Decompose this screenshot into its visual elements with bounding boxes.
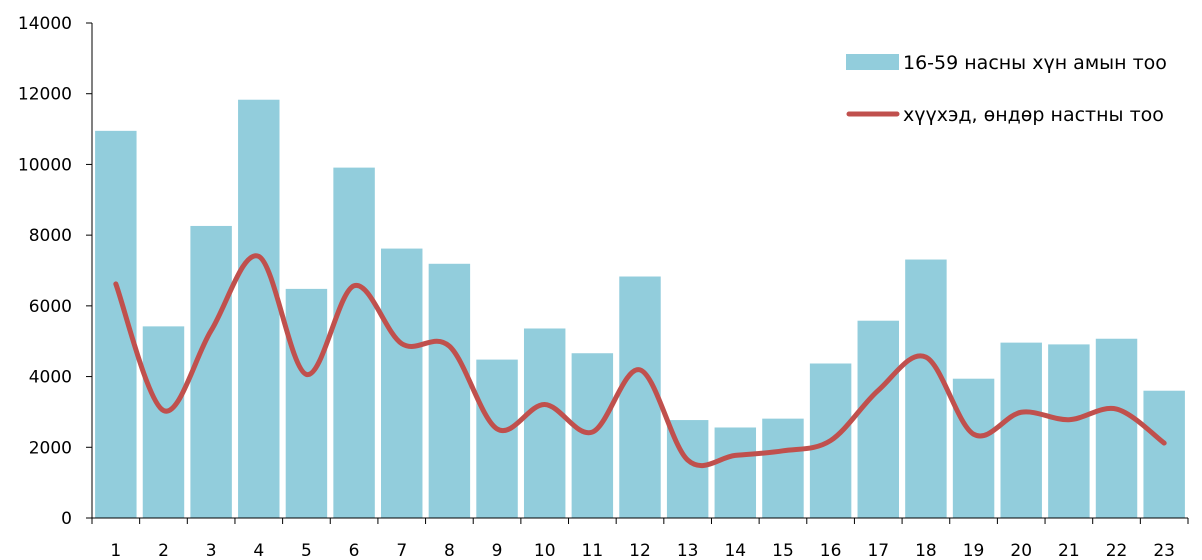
bar [1048,344,1090,518]
bar [238,99,280,518]
bar [905,259,947,518]
x-tick-label: 5 [301,541,312,560]
x-tick-label: 17 [867,541,889,560]
x-tick-label: 8 [444,541,455,560]
x-tick-label: 21 [1058,541,1080,560]
bar [428,263,471,518]
bar [476,359,518,518]
bar [762,418,804,518]
bar [523,328,566,518]
x-tick-label: 13 [677,541,699,560]
line-series [113,253,1167,469]
bar [857,320,899,518]
legend-bar-swatch [846,54,899,70]
x-tick-label: 12 [629,541,651,560]
x-tick-label: 1 [110,541,121,560]
y-tick-label: 6000 [29,297,72,317]
y-axis-ticks: 0 2000 4000 6000 8000 10000 12000 14000 [18,14,92,529]
bar [1000,342,1042,518]
axes [91,23,1188,519]
bar [285,288,328,518]
x-tick-label: 20 [1010,541,1032,560]
y-tick-label: 10000 [18,155,72,175]
x-tick-label: 7 [396,541,407,560]
x-tick-label: 19 [963,541,985,560]
legend-line-label: хүүхэд, өндөр настны тоо [903,104,1164,126]
legend: 16-59 насны хүн амын тоо хүүхэд, өндөр н… [846,52,1167,126]
y-tick-label: 12000 [18,85,72,105]
x-axis-ticks: 1 2 3 4 5 6 7 8 9 10 11 12 13 14 15 16 17 18 19 20 21 22 23 [91,518,1189,560]
y-tick-label: 14000 [18,14,72,34]
x-tick-label: 16 [820,541,842,560]
x-tick-label: 23 [1153,541,1175,560]
x-tick-label: 11 [582,541,604,560]
x-tick-label: 14 [724,541,746,560]
bar [333,167,375,518]
x-tick-label: 2 [158,541,169,560]
x-tick-label: 6 [349,541,360,560]
bar [1095,338,1138,518]
bar [1143,390,1185,518]
x-tick-label: 22 [1106,541,1128,560]
bar [619,276,661,518]
x-tick-label: 10 [534,541,556,560]
bar [952,378,995,518]
x-tick-label: 9 [492,541,503,560]
y-tick-label: 0 [61,509,72,529]
bar [571,353,614,518]
bar-series [95,99,1185,519]
legend-bar-label: 16-59 насны хүн амын тоо [903,52,1167,74]
x-tick-label: 4 [253,541,264,560]
y-tick-label: 4000 [29,368,72,388]
bar [381,248,423,519]
bar [714,427,757,518]
bar [142,326,185,518]
x-tick-label: 18 [915,541,937,560]
bar [190,225,232,518]
y-tick-label: 2000 [29,438,72,458]
y-tick-label: 8000 [29,226,72,246]
x-tick-label: 15 [772,541,794,560]
x-tick-label: 3 [206,541,217,560]
